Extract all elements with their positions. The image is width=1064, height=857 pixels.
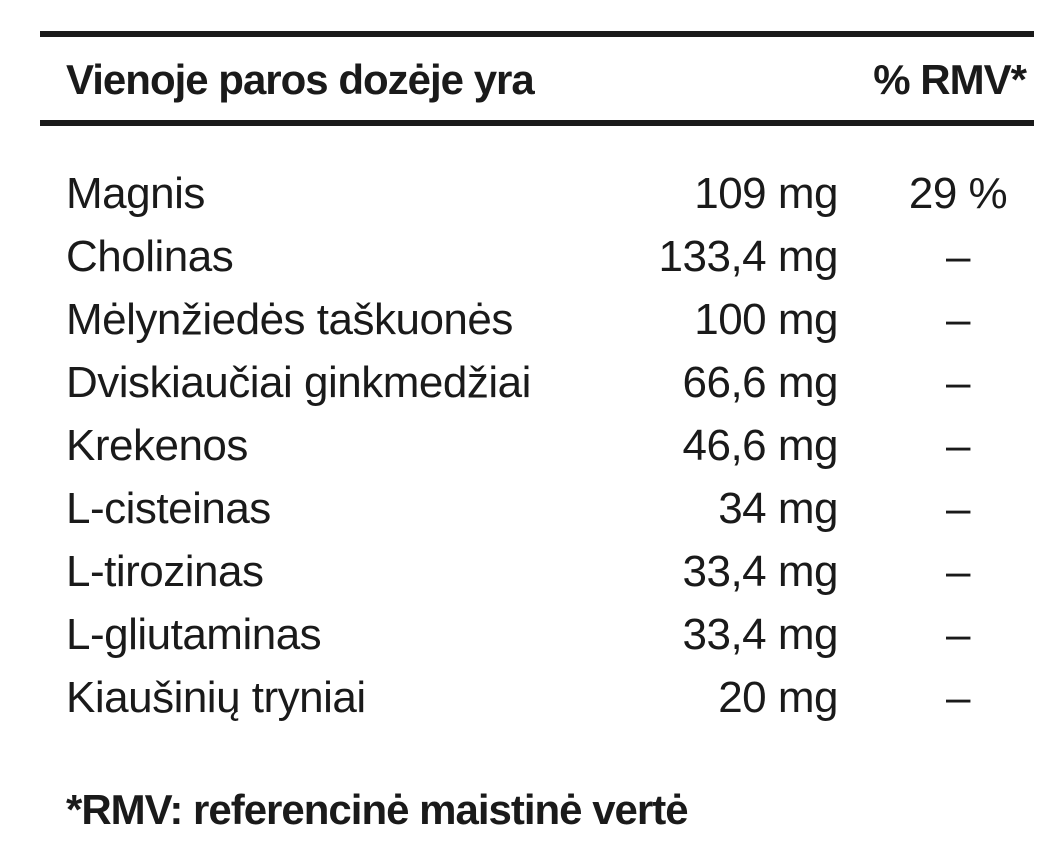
table-row: Cholinas 133,4 mg – xyxy=(0,227,1064,290)
nutrient-table-body: Magnis 109 mg 29 % Cholinas 133,4 mg – M… xyxy=(0,164,1064,731)
nutrient-name: L-gliutaminas xyxy=(66,610,322,659)
nutrient-name: Cholinas xyxy=(66,232,234,281)
nutrient-name: Magnis xyxy=(66,169,205,218)
nutrient-rmv: 29 % xyxy=(908,169,1008,218)
nutrient-rmv: – xyxy=(946,673,970,722)
nutrient-rmv: – xyxy=(946,358,970,407)
table-header-rmv: % RMV* xyxy=(873,56,1027,103)
nutrient-rmv: – xyxy=(946,484,970,533)
nutrient-name: L-tirozinas xyxy=(66,547,264,596)
table-row: Krekenos 46,6 mg – xyxy=(0,416,1064,479)
table-row: Dviskiaučiai ginkmedžiai 66,6 mg – xyxy=(0,353,1064,416)
table-header-title: Vienoje paros dozėje yra xyxy=(66,56,535,103)
nutrient-amount: 109 mg xyxy=(694,169,838,218)
nutrient-rmv: – xyxy=(946,295,970,344)
nutrient-rmv: – xyxy=(946,547,970,596)
nutrient-amount: 34 mg xyxy=(718,484,838,533)
nutrient-amount: 66,6 mg xyxy=(682,358,839,407)
nutrient-amount: 33,4 mg xyxy=(682,610,839,659)
table-row: L-cisteinas 34 mg – xyxy=(0,479,1064,542)
table-row: Magnis 109 mg 29 % xyxy=(0,164,1064,227)
nutrient-amount: 33,4 mg xyxy=(682,547,839,596)
nutrient-name: Mėlynžiedės taškuonės xyxy=(66,295,513,344)
nutrient-rmv: – xyxy=(946,610,970,659)
table-header-rule xyxy=(40,120,1034,126)
nutrient-amount: 100 mg xyxy=(694,295,838,344)
nutrient-amount: 20 mg xyxy=(718,673,838,722)
nutrient-amount: 133,4 mg xyxy=(658,232,839,281)
nutrient-name: Dviskiaučiai ginkmedžiai xyxy=(66,358,531,407)
table-row: L-tirozinas 33,4 mg – xyxy=(0,542,1064,605)
table-row: Mėlynžiedės taškuonės 100 mg – xyxy=(0,290,1064,353)
nutrient-name: Kiaušinių tryniai xyxy=(66,673,366,722)
table-row: Kiaušinių tryniai 20 mg – xyxy=(0,668,1064,731)
nutrient-rmv: – xyxy=(946,421,970,470)
nutrient-name: L-cisteinas xyxy=(66,484,271,533)
nutrient-amount: 46,6 mg xyxy=(682,421,839,470)
footnote: *RMV: referencinė maistinė vertė xyxy=(66,786,689,833)
table-row: L-gliutaminas 33,4 mg – xyxy=(0,605,1064,668)
table-top-rule xyxy=(40,31,1034,37)
nutrient-name: Krekenos xyxy=(66,421,248,470)
nutrient-rmv: – xyxy=(946,232,970,281)
